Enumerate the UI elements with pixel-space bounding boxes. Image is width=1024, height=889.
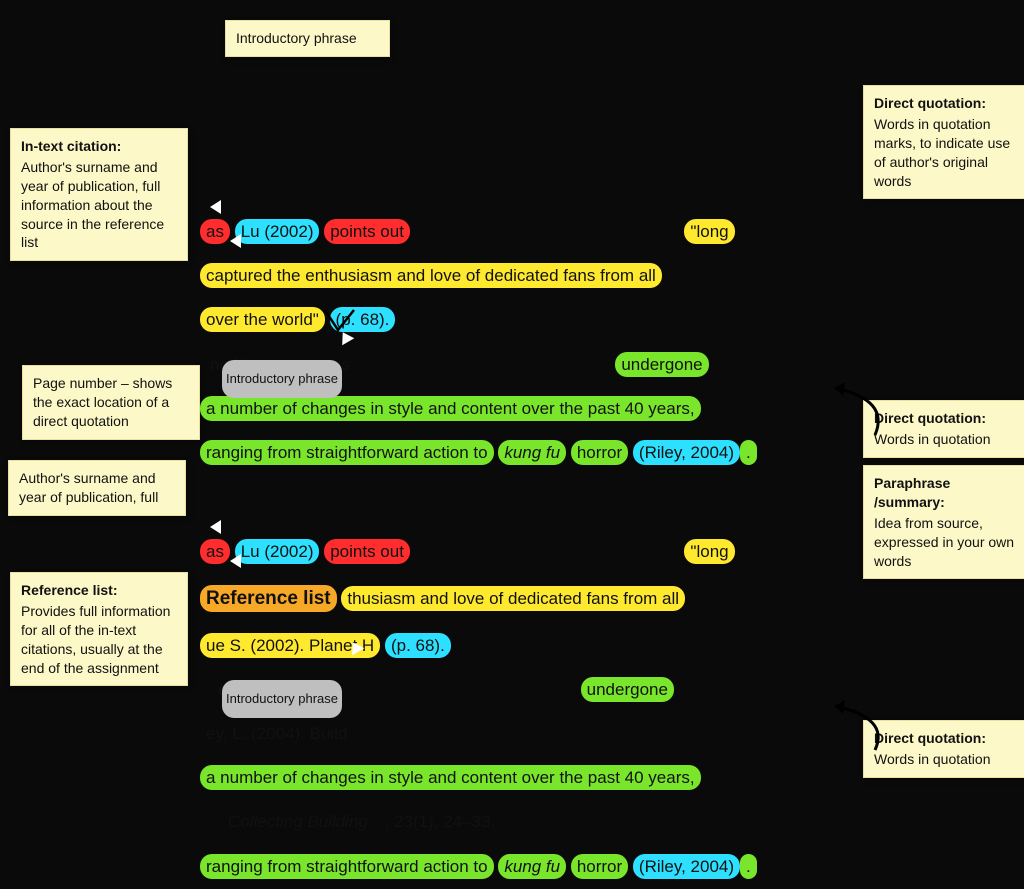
note-body: Page number – shows the exact location o… <box>33 374 189 431</box>
chevron-icon <box>230 554 241 568</box>
arrow-curve-icon <box>820 380 900 460</box>
note-body: Introductory phrase <box>236 29 379 48</box>
note-in-text-citation: In-text citation: Author's surname and y… <box>10 128 188 261</box>
seg-lu: Lu (2002) <box>235 219 320 244</box>
note-in-text-citation-dup: Author's surname and year of publication… <box>8 460 186 516</box>
seg-period: . <box>740 440 757 465</box>
seg-as-2: as <box>200 539 230 564</box>
chevron-icon <box>230 234 241 248</box>
seg-over: over the world" <box>200 307 325 332</box>
note-paraphrase: Paraphrase /summary: Idea from source, e… <box>863 465 1024 579</box>
ref-line5b: , 23(1), 24–33. <box>379 809 502 834</box>
note-reference-list: Reference list: Provides full informatio… <box>10 572 188 686</box>
note-title: Direct quotation: <box>874 94 1017 113</box>
note-title: Reference list: <box>21 581 177 600</box>
note-direct-quotation: Direct quotation: Words in quotation mar… <box>863 85 1024 199</box>
seg-ranging-2: ranging from straightforward action to <box>200 854 494 879</box>
ref-line4: ey, L. (2004). Build <box>200 721 353 746</box>
seg-captured: captured the enthusiasm and love of dedi… <box>200 263 662 288</box>
seg-as: as <box>200 219 230 244</box>
ref-line1b: thusiasm and love of dedicated fans from… <box>341 586 685 611</box>
seg-long: "long <box>684 219 734 244</box>
note-title: Paraphrase /summary: <box>874 474 1017 512</box>
ref-line5a: Collecting Building <box>200 809 374 834</box>
seg-points: points out <box>324 219 410 244</box>
paragraph-block-1: as Lu (2002) points out "long captured t… <box>200 210 840 475</box>
seg-intro-overlap: Introductory phrase <box>222 360 342 398</box>
seg-intro-overlap-2: Introductory phrase <box>222 680 342 718</box>
seg-kungfu-2: kung fu <box>498 854 566 879</box>
seg-undergone: undergone <box>615 352 708 377</box>
note-body: Words in quotation marks, to indicate us… <box>874 115 1017 191</box>
note-body: Author's surname and year of publication… <box>19 469 175 507</box>
arrow-v-icon <box>320 308 360 338</box>
note-introductory-phrase: Introductory phrase <box>225 20 390 57</box>
seg-kungfu: kung fu <box>498 440 566 465</box>
seg-ranging: ranging from straightforward action to <box>200 440 494 465</box>
seg-lu-2: Lu (2002) <box>235 539 320 564</box>
seg-points-2: points out <box>324 539 410 564</box>
note-body: Author's surname and year of publication… <box>21 158 177 252</box>
seg-horror-2: horror <box>571 854 628 879</box>
seg-undergone-2: undergone <box>581 677 674 702</box>
ref-heading: Reference list <box>200 585 337 612</box>
seg-period-2: . <box>740 854 757 879</box>
seg-riley: (Riley, 2004) <box>633 440 740 465</box>
seg-changes-2: a number of changes in style and content… <box>200 765 701 790</box>
note-title: In-text citation: <box>21 137 177 156</box>
note-page-number: Page number – shows the exact location o… <box>22 365 200 440</box>
arrow-curve-icon <box>820 700 900 770</box>
seg-long-2: "long <box>684 539 734 564</box>
seg-changes: a number of changes in style and content… <box>200 396 701 421</box>
seg-riley-2: (Riley, 2004) <box>633 854 740 879</box>
chevron-icon <box>210 200 221 214</box>
chevron-icon <box>210 520 221 534</box>
note-body: Provides full information for all of the… <box>21 602 177 678</box>
note-body: Idea from source, expressed in your own … <box>874 514 1017 571</box>
seg-p68-2: (p. 68). <box>385 633 451 658</box>
paragraph-block-2: as Lu (2002) points out "long Reference … <box>200 530 840 889</box>
seg-horror: horror <box>571 440 628 465</box>
